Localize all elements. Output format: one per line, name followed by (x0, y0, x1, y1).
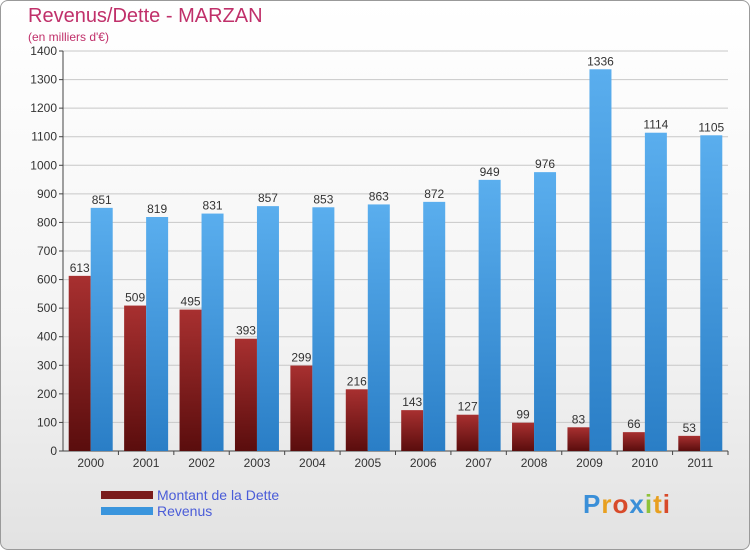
bar-debt (456, 414, 479, 451)
data-label-revenus: 851 (92, 193, 112, 207)
x-tick-label: 2011 (687, 456, 713, 470)
bar-debt (290, 365, 313, 451)
axes: 0 100 200 300 400 500 600 700 800 900 1000 1100 1200… (30, 44, 729, 470)
y-tick-label: 600 (37, 273, 57, 287)
data-label-debt: 99 (516, 408, 530, 422)
bar-revenus (312, 207, 335, 451)
bar-revenus (423, 201, 446, 451)
logo-letter: r (601, 489, 613, 519)
bar-revenus (700, 135, 723, 452)
data-label-revenus: 819 (147, 202, 167, 216)
data-label-debt: 216 (347, 374, 367, 388)
bar-debt (622, 432, 645, 451)
bar-revenus (146, 217, 169, 451)
x-tick-label: 2000 (77, 456, 104, 470)
y-tick-label: 700 (37, 244, 57, 258)
x-tick-label: 2008 (521, 456, 548, 470)
data-label-revenus: 857 (258, 191, 278, 205)
data-label-revenus: 976 (535, 157, 555, 171)
x-tick-label: 2007 (465, 456, 492, 470)
bar-debt (179, 309, 202, 451)
logo-letter: i (644, 489, 654, 519)
bar-debt (567, 427, 590, 451)
proxiti-logo: Proxiti (583, 489, 671, 520)
x-tick-label: 2005 (354, 456, 381, 470)
chart-subtitle: (en milliers d'€) (28, 30, 109, 44)
x-tick-label: 2003 (244, 456, 271, 470)
grid-lines (63, 50, 728, 452)
y-tick-label: 500 (37, 301, 57, 315)
bar-revenus (644, 132, 667, 451)
logo-letter: t (653, 489, 663, 519)
data-label-debt: 299 (291, 351, 311, 365)
bar-revenus (478, 179, 501, 451)
legend: Montant de la Dette Revenus (101, 487, 279, 519)
data-label-debt: 53 (683, 421, 697, 435)
data-label-debt: 83 (572, 412, 586, 426)
bar-debt (512, 422, 535, 451)
y-tick-label: 0 (50, 444, 57, 458)
y-tick-label: 1200 (30, 101, 57, 115)
bar-debt (678, 435, 701, 451)
data-label-debt: 127 (458, 400, 478, 414)
data-label-revenus: 1105 (698, 120, 724, 134)
bar-debt (401, 410, 424, 451)
data-label-revenus: 1336 (587, 54, 614, 68)
x-tick-label: 2004 (299, 456, 326, 470)
bar-revenus (589, 69, 612, 452)
bar-debt (345, 389, 368, 451)
y-tick-label: 100 (37, 415, 57, 429)
data-label-debt: 613 (70, 261, 90, 275)
bar-debt (234, 338, 257, 451)
data-labels: 613 851 509 819 495 831 393 857 299 853 216 863 143 8… (70, 54, 725, 435)
logo-letter: P (583, 489, 602, 519)
y-tick-label: 400 (37, 330, 57, 344)
bar-revenus (201, 213, 224, 451)
x-tick-label: 2001 (133, 456, 160, 470)
y-tick-label: 300 (37, 358, 57, 372)
legend-label-revenus: Revenus (157, 503, 213, 519)
data-label-revenus: 853 (313, 192, 333, 206)
legend-item-debt: Montant de la Dette (101, 487, 279, 503)
legend-swatch-debt (101, 491, 153, 499)
bar-revenus (367, 204, 390, 451)
y-tick-label: 1100 (31, 130, 57, 144)
logo-letter: o (612, 489, 630, 519)
data-label-debt: 143 (402, 395, 422, 409)
x-tick-label: 2010 (632, 456, 659, 470)
y-tick-label: 200 (37, 387, 57, 401)
data-label-debt: 393 (236, 324, 256, 338)
bar-debt (68, 275, 91, 451)
bars (68, 69, 723, 452)
data-label-revenus: 863 (369, 189, 389, 203)
y-tick-label: 1400 (30, 44, 57, 58)
y-tick-label: 800 (37, 215, 57, 229)
x-tick-label: 2006 (410, 456, 437, 470)
x-tick-label: 2002 (188, 456, 215, 470)
data-label-revenus: 949 (480, 165, 500, 179)
legend-item-revenus: Revenus (101, 503, 279, 519)
chart-title: Revenus/Dette - MARZAN (28, 5, 263, 27)
x-tick-label: 2009 (576, 456, 603, 470)
legend-label-debt: Montant de la Dette (157, 487, 280, 503)
bar-revenus (534, 172, 557, 451)
data-label-debt: 66 (627, 417, 641, 431)
logo-letter: x (629, 489, 645, 519)
y-tick-label: 900 (37, 187, 57, 201)
legend-swatch-revenus (101, 507, 153, 515)
y-tick-label: 1300 (30, 73, 57, 87)
data-label-debt: 495 (181, 295, 201, 309)
bar-revenus (90, 207, 113, 451)
logo-letter: i (662, 489, 671, 519)
bar-debt (124, 305, 147, 451)
data-label-revenus: 1114 (643, 118, 668, 132)
data-label-debt: 509 (125, 291, 145, 305)
bar-revenus (256, 206, 279, 451)
y-tick-label: 1000 (30, 158, 57, 172)
data-label-revenus: 872 (424, 187, 444, 201)
data-label-revenus: 831 (203, 199, 223, 213)
